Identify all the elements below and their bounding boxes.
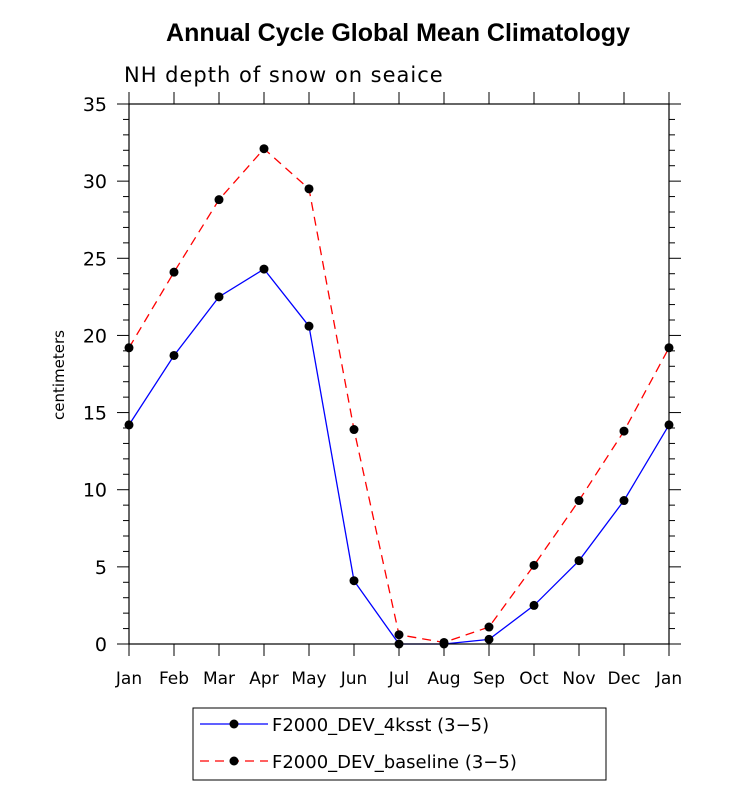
y-axis: 0 5 10 15 20 25 30 35 [83,94,681,656]
series-line-0 [128,268,670,645]
legend-label-4ksst: F2000_DEV_4ksst (3−5) [272,715,489,736]
y-tick-label: 5 [95,557,107,579]
data-point-0 [529,600,539,610]
x-axis: Jan Feb Mar Apr May Jun Jul Aug Sep Oct Nov Dec Jan [115,92,682,689]
data-point-0 [214,292,224,302]
chart-subtitle: NH depth of snow on seaice [124,63,444,87]
data-point-0 [574,556,584,566]
x-tick-label: Jan [655,669,682,689]
data-point-1 [259,144,269,154]
plot-frame [128,103,670,645]
chart-title: Annual Cycle Global Mean Climatology [166,19,630,47]
y-tick-label: 35 [83,94,107,116]
data-point-1 [214,195,224,205]
data-point-1 [574,496,584,506]
data-point-0 [619,496,629,506]
x-tick-label: Mar [203,669,235,689]
legend-marker-baseline [229,756,239,766]
data-point-1 [169,267,179,277]
legend-box [192,707,607,781]
legend: F2000_DEV_4ksst (3−5) F2000_DEV_baseline… [192,707,607,781]
x-tick-label: Oct [519,669,549,689]
x-tick-label: Jan [115,669,142,689]
x-tick-label: Dec [608,669,641,689]
x-tick-label: Nov [562,669,595,689]
legend-marker-4ksst [229,719,239,729]
data-point-0 [484,634,494,644]
y-tick-label: 0 [95,634,107,656]
x-tick-label: Aug [427,669,460,689]
x-tick-label: Apr [249,669,278,689]
data-point-1 [484,622,494,632]
x-tick-label: Sep [473,669,505,689]
data-point-1 [304,184,314,194]
data-point-0 [169,350,179,360]
y-tick-label: 30 [83,171,107,193]
x-tick-label: Feb [159,669,189,689]
data-point-1 [394,630,404,640]
series-line-1 [128,147,670,644]
data-point-0 [304,321,314,331]
data-point-1 [349,425,359,435]
x-tick-label: Jul [388,669,410,689]
y-tick-label: 20 [83,325,107,347]
data-point-0 [349,576,359,586]
x-tick-label: May [291,669,326,689]
data-point-1 [529,560,539,570]
legend-label-baseline: F2000_DEV_baseline (3−5) [272,752,517,773]
data-point-0 [259,264,269,274]
data-point-1 [439,637,449,647]
data-point-1 [619,426,629,436]
y-tick-label: 10 [83,480,107,502]
x-tick-label: Jun [340,669,368,689]
y-tick-label: 15 [83,403,107,425]
y-axis-label: centimeters [50,330,68,420]
series-layer [124,144,674,649]
y-tick-label: 25 [83,248,107,270]
